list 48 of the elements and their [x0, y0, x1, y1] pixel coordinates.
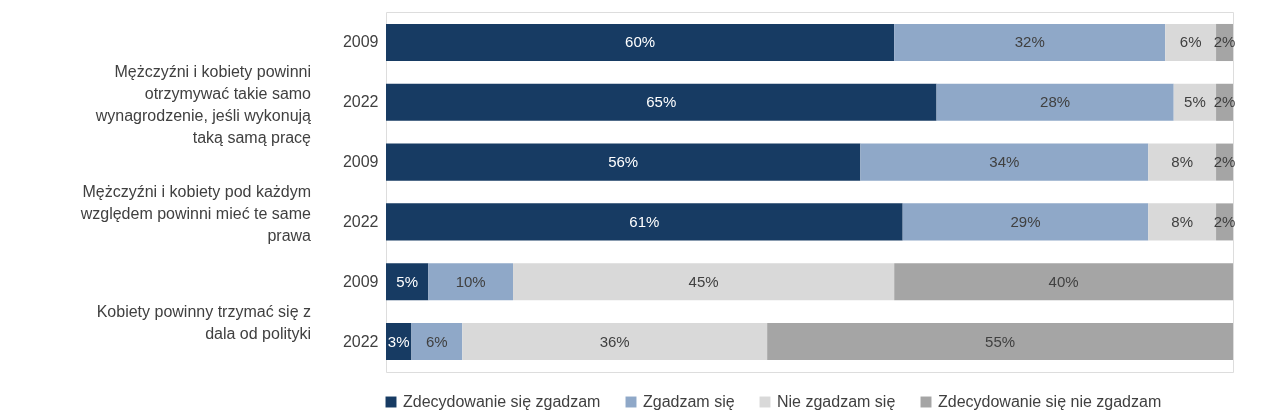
- bar: [860, 143, 1149, 181]
- data-label: 8%: [1171, 153, 1194, 171]
- bar: [386, 23, 895, 62]
- data-label: 40%: [1048, 272, 1079, 290]
- data-label: 29%: [1010, 212, 1041, 230]
- bar: [894, 23, 1166, 62]
- y-tick-label: 2009: [342, 272, 379, 290]
- data-label: 6%: [1179, 33, 1202, 51]
- text: Mężczyźni i kobiety powinni otrzymywać takie samo wynagrodzenie, jeśli wykonują taką samą pracę: [94, 63, 312, 146]
- data-label: 8%: [1171, 212, 1194, 230]
- data-label: 61%: [629, 212, 660, 230]
- bar: [513, 263, 895, 301]
- data-label: 10%: [455, 272, 486, 290]
- bar: [428, 263, 514, 301]
- y-tick-label: 2022: [342, 93, 379, 111]
- bar: [386, 263, 429, 301]
- text: Kobiety powinny trzymać się z dala od polityki: [96, 303, 311, 342]
- bar: [386, 203, 903, 241]
- data-label: 36%: [599, 332, 630, 350]
- y-tick-label: 2022: [342, 212, 379, 230]
- data-label: 55%: [985, 332, 1016, 350]
- data-label: 5%: [1184, 93, 1206, 111]
- bar: [894, 263, 1233, 301]
- bar: [936, 83, 1174, 121]
- data-label: 45%: [688, 272, 719, 290]
- legend-label: Nie zgadzam się: [777, 393, 896, 410]
- data-label: 28%: [1040, 93, 1071, 111]
- y-tick-label: 2009: [342, 153, 379, 171]
- text: Mężczyźni i kobiety pod każdym względem powinni mieć te same prawa: [79, 183, 312, 244]
- data-label: 60%: [625, 33, 656, 51]
- y-tick-label: 2022: [342, 332, 379, 350]
- bar: [902, 203, 1149, 241]
- legend-label: Zgadzam się: [643, 393, 735, 410]
- data-label: 65%: [646, 93, 677, 111]
- data-label: 32%: [1014, 33, 1045, 51]
- bar: [462, 322, 768, 361]
- data-label: 34%: [989, 153, 1020, 171]
- data-label: 5%: [396, 272, 419, 290]
- bar: [767, 322, 1233, 361]
- bar: [386, 143, 861, 181]
- data-label: 3%: [387, 332, 410, 350]
- y-tick-label: 2009: [342, 33, 379, 51]
- bar: [411, 322, 463, 361]
- bar: [386, 83, 937, 121]
- data-label: 56%: [608, 153, 639, 171]
- legend-label: Zdecydowanie się zgadzam: [403, 393, 601, 410]
- data-label: 6%: [425, 332, 448, 350]
- legend-label: Zdecydowanie się nie zgadzam: [938, 393, 1162, 410]
